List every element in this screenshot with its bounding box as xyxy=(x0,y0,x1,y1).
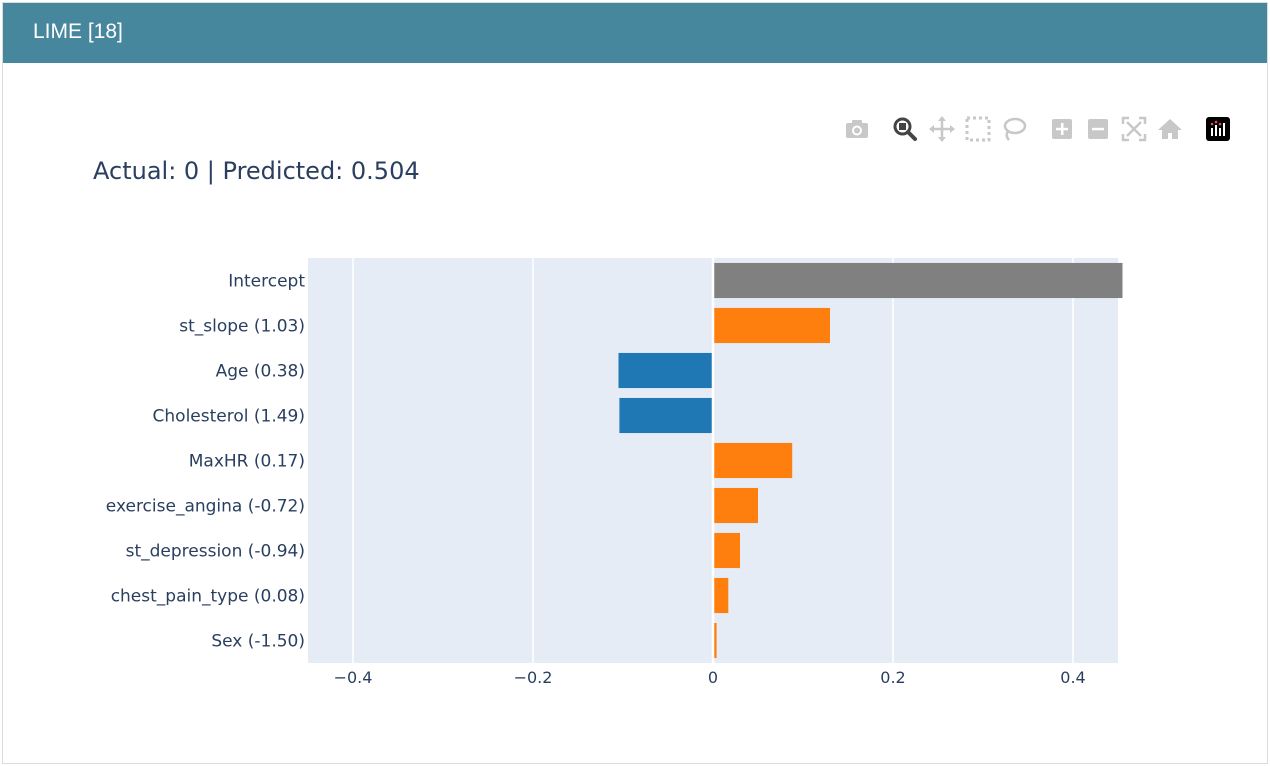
bar[interactable] xyxy=(713,442,793,479)
camera-icon[interactable] xyxy=(842,114,872,144)
autoscale-icon[interactable] xyxy=(1119,114,1149,144)
x-tick-label: 0.2 xyxy=(880,668,905,687)
y-tick-label: Cholesterol (1.49) xyxy=(153,407,305,427)
modebar xyxy=(842,114,1242,144)
bar[interactable] xyxy=(713,307,830,344)
panel-title: LIME [18] xyxy=(33,20,123,43)
y-tick-label: exercise_angina (-0.72) xyxy=(106,497,305,517)
x-tick-label: −0.4 xyxy=(334,668,373,687)
bar[interactable] xyxy=(618,352,714,389)
bar[interactable] xyxy=(713,532,740,569)
x-tick-label: −0.2 xyxy=(514,668,553,687)
x-tick-label: 0.4 xyxy=(1060,668,1085,687)
y-tick-label: Age (0.38) xyxy=(216,362,305,382)
bar[interactable] xyxy=(713,622,717,659)
zoom-icon[interactable] xyxy=(890,114,920,144)
box-select-icon[interactable] xyxy=(963,114,993,144)
lasso-select-icon[interactable] xyxy=(999,114,1029,144)
y-tick-label: chest_pain_type (0.08) xyxy=(111,587,305,607)
chart-title: Actual: 0 | Predicted: 0.504 xyxy=(93,157,420,185)
bar[interactable] xyxy=(713,262,1123,299)
zoom-out-icon[interactable] xyxy=(1083,114,1113,144)
zoom-in-icon[interactable] xyxy=(1047,114,1077,144)
bar[interactable] xyxy=(619,397,713,434)
panel-header: LIME [18] xyxy=(3,3,1267,63)
y-tick-label: st_slope (1.03) xyxy=(179,317,305,337)
y-tick-label: Sex (-1.50) xyxy=(211,632,305,652)
x-tick-label: 0 xyxy=(708,668,718,687)
bar[interactable] xyxy=(713,487,758,524)
pan-icon[interactable] xyxy=(927,114,957,144)
y-tick-label: st_depression (-0.94) xyxy=(126,542,305,562)
plotly-logo-icon[interactable] xyxy=(1203,114,1233,144)
bar[interactable] xyxy=(713,577,729,614)
reset-axes-icon[interactable] xyxy=(1155,114,1185,144)
y-tick-label: Intercept xyxy=(228,272,305,292)
y-tick-label: MaxHR (0.17) xyxy=(189,452,305,472)
